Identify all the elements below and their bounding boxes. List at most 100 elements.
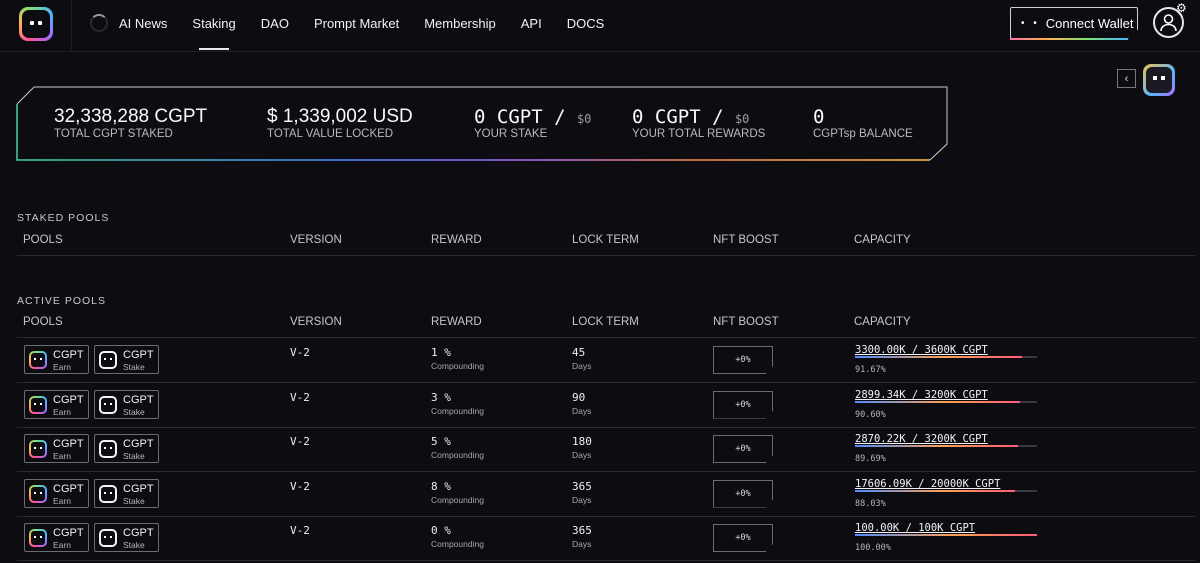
chevron-left-icon[interactable]: ‹ [1117, 69, 1136, 88]
column-header: REWARD [431, 316, 482, 328]
cgpt-token-icon [29, 529, 47, 547]
stat-2: 0 CGPT / $0 YOUR STAKE [474, 106, 591, 140]
token-name: CGPT [53, 527, 84, 539]
cgpt-token-icon [99, 395, 117, 414]
nft-boost-button[interactable]: +0% [713, 390, 773, 419]
table-row[interactable]: CGPT Earn CGPT Stake V-2 0 % Compounding 365 Day… [17, 517, 1195, 561]
cgpt-token-icon [29, 351, 47, 369]
assistant-robot-icon[interactable] [1143, 64, 1175, 96]
stat-label: CGPTsp BALANCE [813, 128, 913, 140]
top-header: AI News Staking DAO Prompt Market Membership… [0, 0, 1200, 52]
capacity-progress-bar [855, 445, 1037, 447]
cgpt-token-icon [29, 440, 47, 458]
table-row[interactable]: CGPT Earn CGPT Stake V-2 3 % Compounding 90 Days… [17, 384, 1195, 428]
pool-reward: 3 % [431, 390, 451, 404]
token-sub: Earn [53, 540, 71, 550]
token-sub: Stake [123, 406, 145, 417]
pool-capacity-percent: 89.69% [855, 454, 886, 464]
pool-capacity: 100.00K / 100K CGPT [855, 522, 976, 534]
earn-token-badge: CGPT Earn [24, 345, 89, 374]
stake-token-badge: CGPT Stake [94, 478, 159, 508]
earn-token-badge: CGPT Earn [24, 389, 89, 419]
pool-reward-type: Compounding [431, 539, 484, 549]
pool-lock-unit: Days [572, 539, 592, 549]
stat-label: YOUR TOTAL REWARDS [632, 128, 766, 140]
stat-label: YOUR STAKE [474, 128, 548, 140]
capacity-progress-fill [855, 356, 1022, 358]
nav-docs[interactable]: DOCS [566, 16, 605, 31]
token-name: CGPT [123, 393, 154, 406]
pool-reward-type: Compounding [431, 450, 484, 460]
column-header: CAPACITY [854, 316, 911, 328]
nft-boost-button[interactable]: +0% [713, 524, 773, 552]
pool-lock-term: 45 [572, 346, 586, 359]
token-sub: Stake [123, 362, 145, 372]
pool-reward: 5 % [431, 435, 451, 448]
nav-prompt-market[interactable]: Prompt Market [313, 16, 400, 31]
token-name: CGPT [123, 349, 154, 361]
table-row[interactable]: CGPT Earn CGPT Stake V-2 5 % Compounding 180 Day… [17, 428, 1195, 472]
nav-api[interactable]: API [520, 16, 542, 31]
connect-underline [1010, 38, 1128, 40]
stat-value: 0 CGPT / [632, 106, 735, 128]
token-name: CGPT [53, 393, 84, 406]
nav-staking[interactable]: Staking [192, 0, 236, 50]
stake-token-badge: CGPT Stake [94, 523, 159, 552]
column-header: VERSION [290, 316, 342, 328]
pool-lock-unit: Days [572, 405, 592, 416]
stake-token-badge: CGPT Stake [94, 345, 159, 374]
earn-token-badge: CGPT Earn [24, 434, 89, 463]
active-pools-header: POOLS VERSION REWARD LOCK TERM NFT BOOST CAPA… [17, 312, 1195, 338]
cgpt-token-icon [29, 484, 47, 503]
pool-capacity: 2870.22K / 3200K CGPT [855, 433, 988, 445]
connect-wallet-button[interactable]: • • Connect Wallet [1010, 7, 1138, 39]
nav-membership[interactable]: Membership [424, 16, 496, 31]
pool-lock-unit: Days [572, 494, 592, 505]
capacity-progress-fill [855, 400, 1020, 403]
token-sub: Stake [123, 495, 145, 506]
token-sub: Earn [53, 495, 71, 506]
stat-label: TOTAL CGPT STAKED [54, 128, 173, 140]
stake-token-badge: CGPT Stake [94, 389, 159, 419]
table-row[interactable]: CGPT Earn CGPT Stake V-2 8 % Compounding 365 Day… [17, 473, 1195, 517]
nav-dao[interactable]: DAO [260, 16, 289, 31]
loading-spinner-icon [90, 14, 108, 32]
nft-boost-button[interactable]: +0% [713, 346, 773, 374]
column-header: LOCK TERM [572, 316, 639, 328]
pool-version: V-2 [290, 479, 310, 493]
token-sub: Earn [53, 451, 71, 461]
pool-lock-term: 180 [572, 435, 592, 448]
stat-usd-value: $0 [734, 112, 750, 126]
cgpt-token-icon [99, 440, 117, 458]
pool-capacity-percent: 90.60% [855, 409, 886, 420]
connect-wallet-label: Connect Wallet [1045, 15, 1134, 31]
pool-lock-term: 90 [572, 390, 586, 404]
main-nav: AI News Staking DAO Prompt Market Membership… [119, 0, 629, 52]
user-avatar-icon[interactable] [1153, 7, 1184, 38]
pool-reward: 0 % [431, 524, 451, 537]
nft-boost-button[interactable]: +0% [713, 479, 773, 508]
column-header: CAPACITY [854, 234, 911, 246]
wallet-dots-icon: • • [1021, 17, 1040, 29]
pool-version: V-2 [290, 390, 310, 404]
chaingpt-logo-icon[interactable] [19, 7, 53, 41]
pool-reward-type: Compounding [431, 405, 484, 416]
capacity-progress-bar [855, 489, 1037, 492]
nft-boost-button[interactable]: +0% [713, 435, 773, 463]
table-row[interactable]: CGPT Earn CGPT Stake V-2 1 % Compounding 45 Days… [17, 339, 1195, 383]
column-header: REWARD [431, 234, 482, 246]
pool-reward-type: Compounding [431, 361, 484, 371]
nav-ai-news[interactable]: AI News [119, 16, 168, 31]
token-name: CGPT [123, 438, 154, 450]
pool-capacity-percent: 88.03% [855, 498, 886, 509]
column-header: LOCK TERM [572, 234, 639, 246]
stat-4: 0 CGPTsp BALANCE [813, 106, 913, 140]
token-name: CGPT [53, 349, 84, 361]
token-sub: Stake [123, 540, 145, 550]
capacity-progress-fill [855, 445, 1019, 447]
gear-icon[interactable]: ⚙ [1176, 1, 1187, 15]
token-name: CGPT [53, 438, 84, 450]
active-pools-title: ACTIVE POOLS [17, 295, 107, 307]
column-header: POOLS [23, 234, 63, 246]
stat-0: 32,338,288 CGPT TOTAL CGPT STAKED [54, 106, 207, 140]
